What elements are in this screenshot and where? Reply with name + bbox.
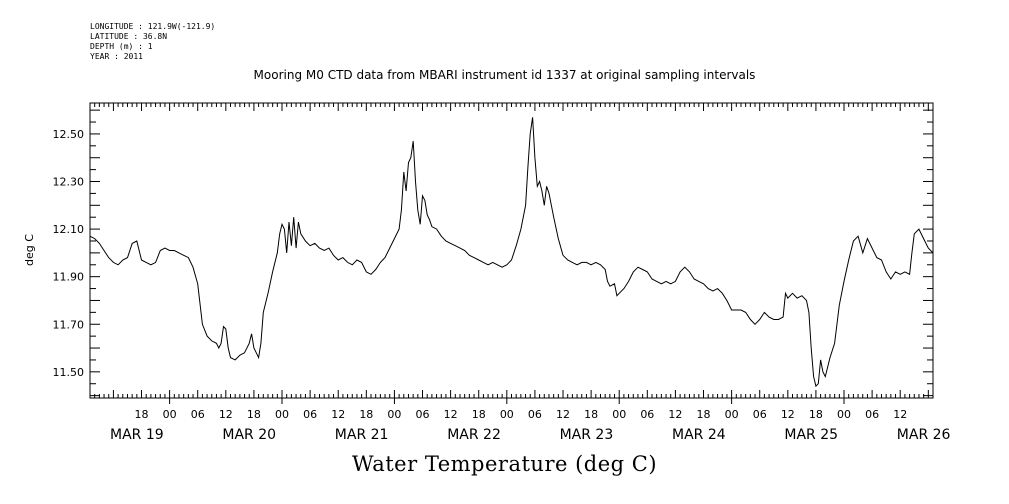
metadata-block: LONGITUDE : 121.9W(-121.9) LATITUDE : 36…	[90, 22, 215, 62]
x-hour-label: 00	[612, 408, 626, 421]
x-hour-label: 18	[247, 408, 261, 421]
x-hour-label: 12	[556, 408, 570, 421]
x-hour-label: 12	[781, 408, 795, 421]
x-hour-label: 06	[303, 408, 317, 421]
x-day-label: MAR 25	[784, 427, 838, 443]
x-hour-label: 06	[191, 408, 205, 421]
x-hour-label: 00	[275, 408, 289, 421]
x-day-label: MAR 24	[672, 427, 726, 443]
x-hour-label: 12	[331, 408, 345, 421]
x-hour-label: 12	[893, 408, 907, 421]
x-day-label: MAR 26	[897, 427, 951, 443]
y-tick-label: 12.50	[53, 128, 85, 141]
latitude-label: LATITUDE : 36.8N	[90, 32, 168, 41]
x-hour-label: 06	[416, 408, 430, 421]
x-axis-title: Water Temperature (deg C)	[351, 452, 658, 476]
depth-label: DEPTH (m) : 1	[90, 42, 153, 51]
x-hour-label: 12	[668, 408, 682, 421]
longitude-label: LONGITUDE : 121.9W(-121.9)	[90, 22, 216, 31]
x-hour-label: 00	[837, 408, 851, 421]
x-day-label: MAR 20	[222, 427, 276, 443]
x-hour-label: 00	[725, 408, 739, 421]
x-hour-label: 18	[359, 408, 373, 421]
x-hour-label: 00	[163, 408, 177, 421]
x-hour-label: 06	[865, 408, 879, 421]
x-hour-label: 18	[135, 408, 149, 421]
y-tick-label: 12.10	[53, 223, 85, 236]
y-tick-label: 11.70	[53, 318, 85, 331]
x-day-label: MAR 19	[110, 427, 164, 443]
y-tick-labels: 12.50 12.30 12.10 11.90 11.70 11.50	[53, 128, 85, 379]
axis-ticks	[89, 103, 934, 404]
year-label: YEAR : 2011	[90, 52, 143, 61]
x-tick-labels: 18 00 06 12 18 00 06 12 18 00 06 12 18 00 06 12 18 00 06 12…	[110, 408, 951, 443]
x-hour-label: 18	[472, 408, 486, 421]
x-day-label: MAR 21	[335, 427, 389, 443]
x-day-label: MAR 23	[560, 427, 614, 443]
y-tick-label: 11.90	[53, 271, 85, 284]
x-hour-label: 18	[697, 408, 711, 421]
y-tick-label: 12.30	[53, 176, 85, 189]
x-hour-label: 00	[387, 408, 401, 421]
x-hour-label: 06	[753, 408, 767, 421]
y-axis-label: deg C	[23, 234, 36, 266]
x-hour-label: 12	[219, 408, 233, 421]
x-hour-label: 18	[809, 408, 823, 421]
y-tick-label: 11.50	[53, 366, 85, 379]
chart-title: Mooring M0 CTD data from MBARI instrumen…	[253, 68, 756, 82]
x-hour-label: 06	[640, 408, 654, 421]
series-line	[89, 117, 934, 388]
x-hour-label: 12	[444, 408, 458, 421]
x-day-label: MAR 22	[447, 427, 501, 443]
x-hour-label: 18	[584, 408, 598, 421]
x-hour-label: 00	[500, 408, 514, 421]
x-hour-label: 06	[528, 408, 542, 421]
plot-frame	[89, 102, 934, 399]
